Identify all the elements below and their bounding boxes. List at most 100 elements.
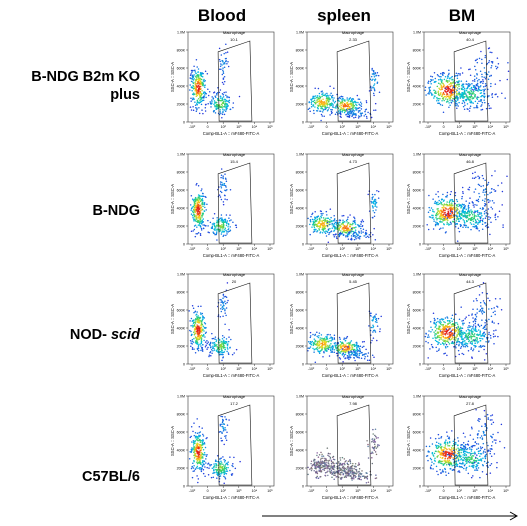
y-tick-label: 600K [413, 66, 422, 70]
event-dot [473, 191, 475, 193]
event-dot [207, 94, 210, 97]
event-dot [476, 342, 479, 344]
event-dot [347, 100, 350, 102]
event-dot [307, 347, 309, 349]
event-dot [326, 214, 328, 216]
event-dot [470, 100, 473, 102]
event-dot [462, 192, 464, 195]
event-dot [360, 221, 363, 223]
gate-percentage: 4.73 [349, 159, 358, 164]
event-dot [483, 335, 486, 338]
density-dots [307, 67, 381, 122]
event-dot [473, 334, 475, 336]
event-dot [349, 226, 351, 228]
event-dot [430, 91, 432, 94]
event-dot [318, 102, 321, 105]
event-dot [438, 341, 440, 344]
macrophage-gate [453, 282, 489, 364]
row-label-nod-scid: NOD- scid [0, 326, 140, 344]
event-dot [194, 325, 197, 328]
x-tick-label: 10² [340, 125, 346, 129]
event-dot [198, 200, 200, 202]
event-dot [436, 211, 439, 214]
event-dot [217, 87, 219, 89]
y-axis-label: SSC-A :: SSC-A [289, 184, 294, 214]
event-dot [485, 341, 487, 343]
event-dot [216, 219, 218, 221]
event-dot [488, 107, 491, 110]
event-dot [481, 338, 484, 340]
event-dot [460, 338, 463, 340]
event-dot [333, 351, 336, 354]
macrophage-gate [336, 162, 372, 244]
event-dot [204, 91, 206, 94]
event-dot [439, 83, 441, 85]
event-dot [453, 215, 455, 217]
event-dot [473, 78, 476, 81]
event-dot [201, 349, 204, 351]
event-dot [442, 82, 444, 85]
event-dot [477, 329, 480, 331]
event-dot [468, 110, 471, 112]
event-dot [428, 336, 430, 338]
x-tick-label: 0 [326, 125, 328, 129]
event-dot [362, 228, 365, 231]
event-dot [332, 104, 334, 106]
event-dot [228, 329, 230, 331]
event-dot [226, 350, 228, 353]
event-dot [478, 100, 480, 102]
event-dot [446, 217, 449, 219]
event-dot [330, 230, 333, 232]
event-dot [375, 201, 378, 204]
event-dot [356, 352, 358, 354]
event-dot [455, 206, 457, 209]
event-dot [484, 188, 487, 190]
event-dot [195, 339, 197, 342]
gate-percentage: 40.4 [466, 37, 475, 42]
event-dot [335, 236, 338, 238]
event-dot [480, 99, 483, 101]
event-dot [465, 334, 467, 336]
event-dot [444, 317, 447, 319]
event-dot [461, 209, 464, 211]
event-dot [456, 95, 459, 98]
event-dot [451, 75, 453, 78]
event-dot [477, 223, 479, 225]
event-dot [479, 340, 482, 342]
x-tick-label: -10² [308, 247, 315, 251]
event-dot [448, 201, 451, 204]
gate-percentage: 44.3 [466, 279, 475, 284]
event-dot [318, 217, 321, 219]
event-dot [376, 321, 378, 323]
event-dot [374, 102, 377, 105]
event-dot [457, 227, 460, 229]
event-dot [221, 221, 224, 223]
event-dot [493, 342, 495, 345]
event-dot [484, 222, 487, 224]
event-dot [457, 331, 459, 334]
x-tick-label: 10⁵ [386, 367, 392, 371]
event-dot [368, 234, 371, 236]
event-dot [211, 332, 213, 335]
event-dot [320, 107, 322, 110]
y-tick-label: 400K [296, 84, 305, 88]
event-dot [193, 65, 195, 67]
event-dot [426, 336, 429, 339]
event-dot [320, 334, 323, 336]
event-dot [348, 112, 351, 114]
event-dot [342, 226, 345, 229]
event-dot [432, 198, 434, 200]
event-dot [319, 110, 322, 113]
event-dot [193, 337, 195, 340]
event-dot [480, 212, 483, 215]
event-dot [195, 232, 197, 235]
event-dot [482, 218, 484, 220]
event-dot [224, 300, 226, 303]
event-dot [450, 83, 453, 85]
event-dot [470, 347, 473, 349]
event-dot [327, 97, 329, 100]
event-dot [490, 221, 492, 223]
event-dot [194, 204, 197, 207]
event-dot [490, 67, 492, 69]
